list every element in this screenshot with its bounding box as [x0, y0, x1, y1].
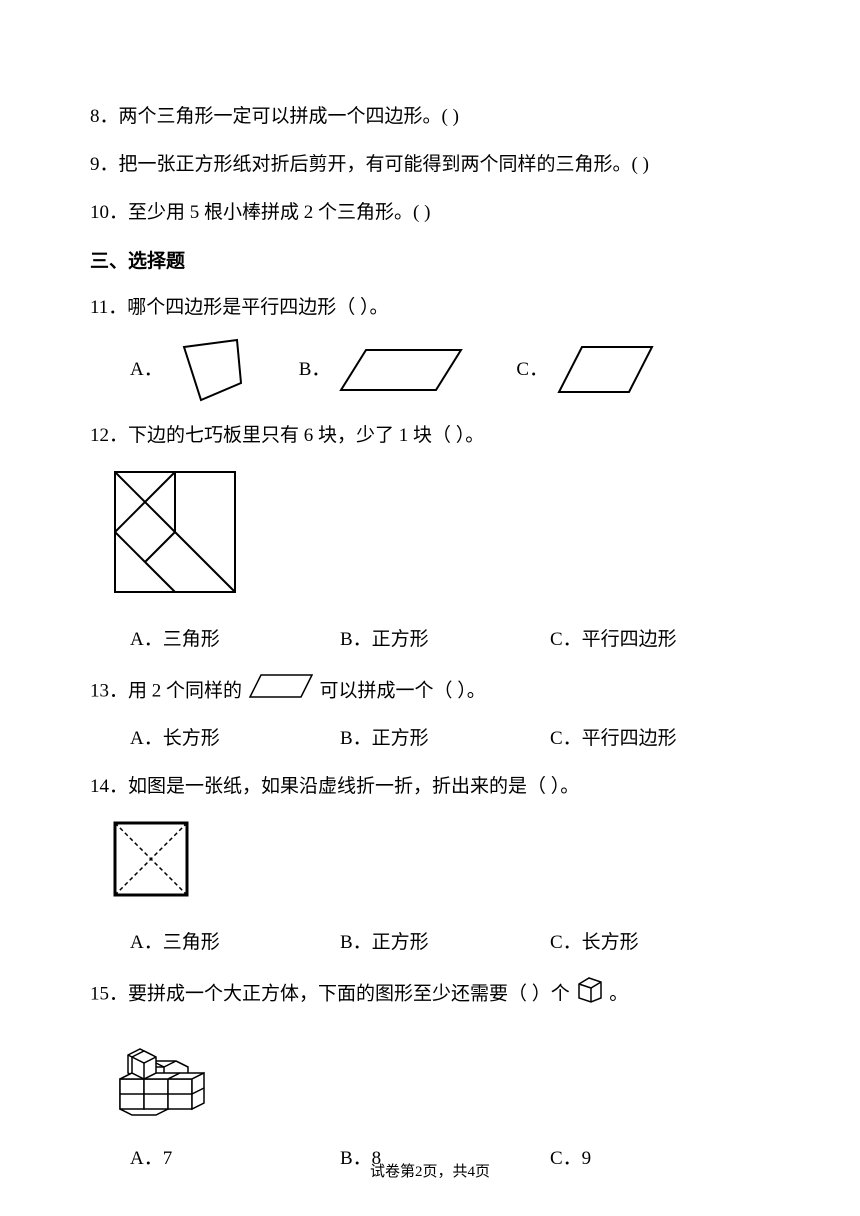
q11b-label: B．: [299, 353, 331, 387]
q13b-label: B．正方形: [340, 722, 429, 756]
q12c-label: C．平行四边形: [550, 623, 677, 657]
q14-option-b: B．正方形: [340, 926, 500, 960]
q10-text: 10．至少用 5 根小棒拼成 2 个三角形。( ): [90, 202, 430, 223]
q11a-label: A．: [130, 353, 163, 387]
q14-text: 14．如图是一张纸，如果沿虚线折一折，折出来的是（ ）。: [90, 776, 579, 797]
question-11: 11．哪个四边形是平行四边形（ ）。 A． B． C．: [90, 291, 770, 405]
q14b-label: B．正方形: [340, 926, 429, 960]
page-footer: 试卷第2页，共4页: [0, 1159, 860, 1186]
q12-text: 12．下边的七巧板里只有 6 块，少了 1 块（ ）。: [90, 425, 484, 446]
q14c-label: C．长方形: [550, 926, 639, 960]
q13-option-a: A．长方形: [130, 722, 290, 756]
q11-text: 11．哪个四边形是平行四边形（ ）。: [90, 297, 389, 318]
cubes-icon: [110, 1031, 225, 1116]
tangram-icon: [110, 467, 240, 597]
fold-figure: [90, 818, 770, 912]
question-10: 10．至少用 5 根小棒拼成 2 个三角形。( ): [90, 196, 770, 230]
q14-option-c: C．长方形: [550, 926, 639, 960]
question-12: 12．下边的七巧板里只有 6 块，少了 1 块（ ）。 A．三角形 B．正方形 …: [90, 419, 770, 658]
q13-options: A．长方形 B．正方形 C．平行四边形: [90, 722, 770, 756]
section-3-title: 三、选择题: [90, 245, 770, 279]
q13-post: 可以拼成一个（ ）。: [320, 680, 486, 701]
question-8: 8．两个三角形一定可以拼成一个四边形。( ): [90, 100, 770, 134]
q12-options: A．三角形 B．正方形 C．平行四边形: [90, 623, 770, 657]
q11c-label: C．: [516, 353, 548, 387]
small-parallelogram-icon: [247, 672, 315, 712]
parallelogram-icon: [336, 345, 466, 395]
q11-option-c: C．: [516, 342, 659, 397]
q11-option-a: A．: [130, 335, 249, 405]
q14-option-a: A．三角形: [130, 926, 290, 960]
q11-option-b: B．: [299, 345, 467, 395]
q11-options: A． B． C．: [90, 335, 770, 405]
q15-post: 。: [609, 984, 628, 1005]
q9-text: 9．把一张正方形纸对折后剪开，有可能得到两个同样的三角形。( ): [90, 154, 649, 175]
q12-option-b: B．正方形: [340, 623, 500, 657]
q13-option-b: B．正方形: [340, 722, 500, 756]
q13-option-c: C．平行四边形: [550, 722, 677, 756]
square-fold-icon: [110, 818, 192, 900]
q12-option-a: A．三角形: [130, 623, 290, 657]
q14-options: A．三角形 B．正方形 C．长方形: [90, 926, 770, 960]
small-cube-icon: [575, 974, 605, 1016]
question-14: 14．如图是一张纸，如果沿虚线折一折，折出来的是（ ）。 A．三角形 B．正方形…: [90, 770, 770, 961]
q13-pre: 13．用 2 个同样的: [90, 680, 242, 701]
quadrilateral-icon: [169, 335, 249, 405]
q12a-label: A．三角形: [130, 623, 220, 657]
trapezoid-icon: [554, 342, 659, 397]
q14a-label: A．三角形: [130, 926, 220, 960]
q8-text: 8．两个三角形一定可以拼成一个四边形。( ): [90, 106, 459, 127]
q13c-label: C．平行四边形: [550, 722, 677, 756]
q12-option-c: C．平行四边形: [550, 623, 677, 657]
question-13: 13．用 2 个同样的 可以拼成一个（ ）。 A．长方形 B．正方形 C．平行四…: [90, 672, 770, 756]
question-9: 9．把一张正方形纸对折后剪开，有可能得到两个同样的三角形。( ): [90, 148, 770, 182]
tangram-figure: [90, 467, 770, 609]
q13a-label: A．长方形: [130, 722, 220, 756]
q12b-label: B．正方形: [340, 623, 429, 657]
q15-pre: 15．要拼成一个大正方体，下面的图形至少还需要（ ）个: [90, 984, 570, 1005]
question-15: 15．要拼成一个大正方体，下面的图形至少还需要（ ）个 。: [90, 974, 770, 1176]
cubes-figure: [90, 1031, 770, 1128]
